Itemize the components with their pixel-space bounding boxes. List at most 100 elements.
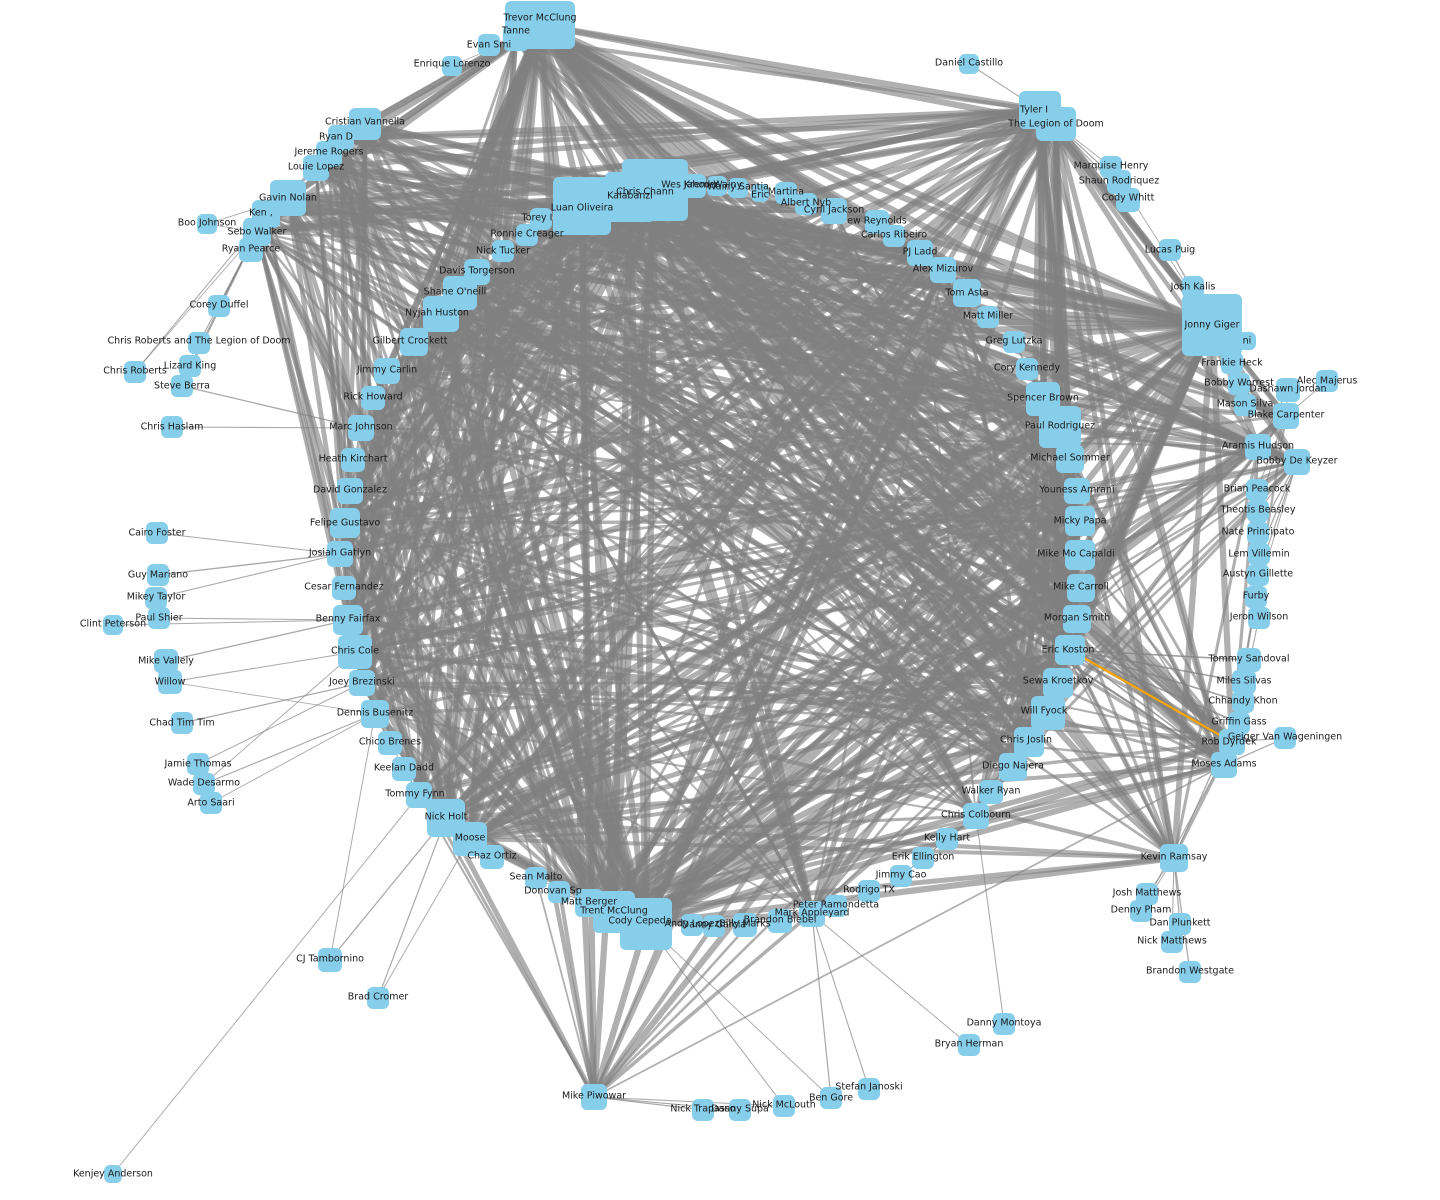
graph-node[interactable] [1284,449,1310,475]
graph-node[interactable] [1228,373,1250,395]
graph-node[interactable] [1211,752,1237,778]
graph-node[interactable] [1130,900,1152,922]
graph-node[interactable] [1039,406,1081,448]
graph-node[interactable] [707,176,727,196]
graph-node[interactable] [103,615,123,635]
graph-node[interactable] [1003,331,1025,353]
graph-node[interactable] [503,25,529,51]
graph-node[interactable] [1232,691,1254,713]
graph-node[interactable] [795,193,817,215]
graph-node[interactable] [145,587,167,609]
graph-node[interactable] [682,174,706,198]
graph-node[interactable] [1274,727,1296,749]
graph-node[interactable] [333,605,363,635]
graph-node[interactable] [1248,543,1270,565]
graph-node[interactable] [553,177,611,235]
graph-node[interactable] [1228,712,1250,734]
graph-node[interactable] [1238,332,1256,350]
graph-node[interactable] [361,386,385,410]
graph-node[interactable] [729,1099,751,1121]
graph-node[interactable] [197,214,217,234]
graph-node[interactable] [338,635,372,669]
graph-node[interactable] [1055,635,1085,665]
graph-node[interactable] [327,541,353,567]
graph-node[interactable] [349,108,381,140]
graph-node[interactable] [1056,445,1084,473]
graph-node[interactable] [378,731,402,755]
graph-node[interactable] [1161,931,1183,953]
graph-node[interactable] [337,478,363,504]
graph-node[interactable] [703,915,725,937]
graph-node[interactable] [858,880,880,902]
graph-node[interactable] [953,279,981,307]
graph-node[interactable] [161,416,183,438]
graph-node[interactable] [1182,276,1204,298]
graph-node[interactable] [1232,670,1256,694]
graph-node[interactable] [733,913,757,937]
graph-node[interactable] [858,1078,880,1100]
graph-node[interactable] [1182,294,1242,356]
graph-node[interactable] [963,803,989,829]
graph-node[interactable] [890,865,912,887]
graph-node[interactable] [158,670,182,694]
graph-node[interactable] [912,847,934,869]
graph-node[interactable] [361,700,389,728]
graph-node[interactable] [124,361,146,383]
graph-node[interactable] [442,56,462,76]
graph-node[interactable] [1063,605,1091,633]
graph-node[interactable] [200,792,222,814]
graph-node[interactable] [768,909,792,933]
graph-node[interactable] [478,34,500,56]
graph-node[interactable] [348,415,374,441]
graph-node[interactable] [516,224,538,246]
graph-node[interactable] [575,889,603,917]
graph-node[interactable] [930,257,956,283]
graph-node[interactable] [374,358,400,384]
graph-node[interactable] [728,178,748,198]
graph-node[interactable] [318,948,342,972]
graph-node[interactable] [1043,668,1073,698]
graph-node[interactable] [799,901,825,927]
graph-node[interactable] [1276,378,1300,402]
graph-node[interactable] [171,375,193,397]
graph-node[interactable] [581,1084,607,1110]
graph-node[interactable] [392,757,416,781]
graph-node[interactable] [820,1087,842,1109]
graph-node[interactable] [147,564,169,586]
graph-node[interactable] [959,54,979,74]
graph-node[interactable] [1237,648,1261,672]
graph-node[interactable] [1136,883,1158,905]
graph-node[interactable] [400,328,428,356]
graph-node[interactable] [1316,370,1338,392]
graph-node[interactable] [1245,586,1267,608]
graph-node[interactable] [146,522,168,544]
graph-node[interactable] [1246,479,1268,501]
graph-node[interactable] [406,782,432,808]
graph-node[interactable] [1065,540,1095,570]
graph-node[interactable] [427,799,465,837]
graph-node[interactable] [154,649,178,673]
graph-node[interactable] [208,295,230,317]
graph-node[interactable] [548,881,570,903]
graph-node[interactable] [907,240,933,266]
graph-node[interactable] [1245,434,1271,460]
graph-node[interactable] [341,448,365,472]
graph-node[interactable] [1247,522,1269,544]
graph-node[interactable] [193,773,215,795]
graph-node[interactable] [775,182,797,204]
graph-node[interactable] [821,198,847,224]
graph-node[interactable] [1273,403,1299,429]
graph-node[interactable] [979,780,1003,804]
graph-node[interactable] [1234,394,1256,416]
graph-node[interactable] [958,1034,980,1056]
graph-node[interactable] [525,867,547,889]
graph-node[interactable] [993,1013,1015,1035]
graph-node[interactable] [1248,607,1270,629]
graph-node[interactable] [1179,961,1201,983]
graph-node[interactable] [1247,564,1269,586]
graph-node[interactable] [1064,478,1090,504]
graph-node[interactable] [330,508,360,538]
graph-node[interactable] [936,828,958,850]
graph-node[interactable] [681,914,703,936]
graph-node[interactable] [1065,506,1095,536]
